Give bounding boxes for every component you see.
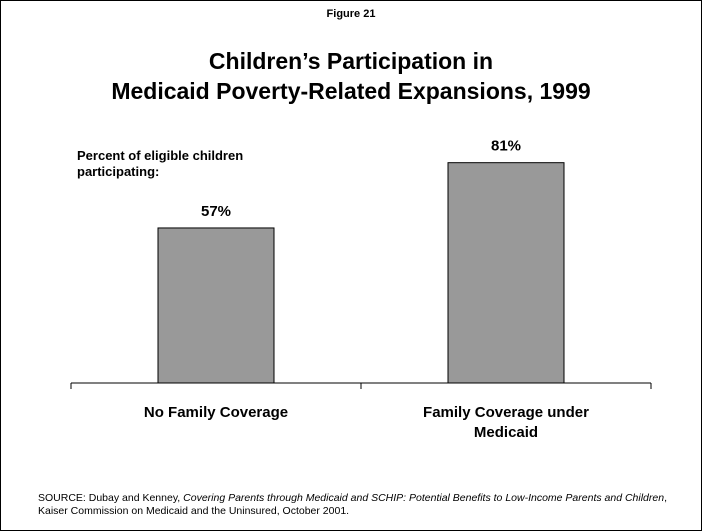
category-label-1: No Family Coverage [86,403,346,423]
source-note: SOURCE: Dubay and Kenney, Covering Paren… [38,492,698,518]
bar-1 [157,227,275,384]
y-axis-label: Percent of eligible children participati… [77,148,337,180]
chart-title: Children’s Participation in Medicaid Pov… [1,46,701,106]
source-prefix: SOURCE: Dubay and Kenney, [38,492,184,504]
y-axis-label-line-2: participating: [77,164,160,179]
y-axis-label-line-1: Percent of eligible children [77,148,244,163]
source-suffix: , Kaiser Commission on Medicaid and the … [38,492,667,517]
category-label-line: No Family Coverage [143,404,289,421]
figure-label: Figure 21 [326,8,376,20]
data-label-1: 57% [201,203,231,220]
category-label-line: Family Coverage under [423,404,589,421]
source-report-title: Covering Parents through Medicaid and SC… [183,492,665,504]
chart-title-line-2: Medicaid Poverty-Related Expansions, 199… [111,78,591,104]
category-label-2: Family Coverage under Medicaid [376,403,636,443]
chart-title-line-1: Children’s Participation in [208,48,494,74]
bar-2 [447,162,565,384]
data-label-2: 81% [491,138,521,155]
category-label-line: Medicaid [473,424,539,441]
